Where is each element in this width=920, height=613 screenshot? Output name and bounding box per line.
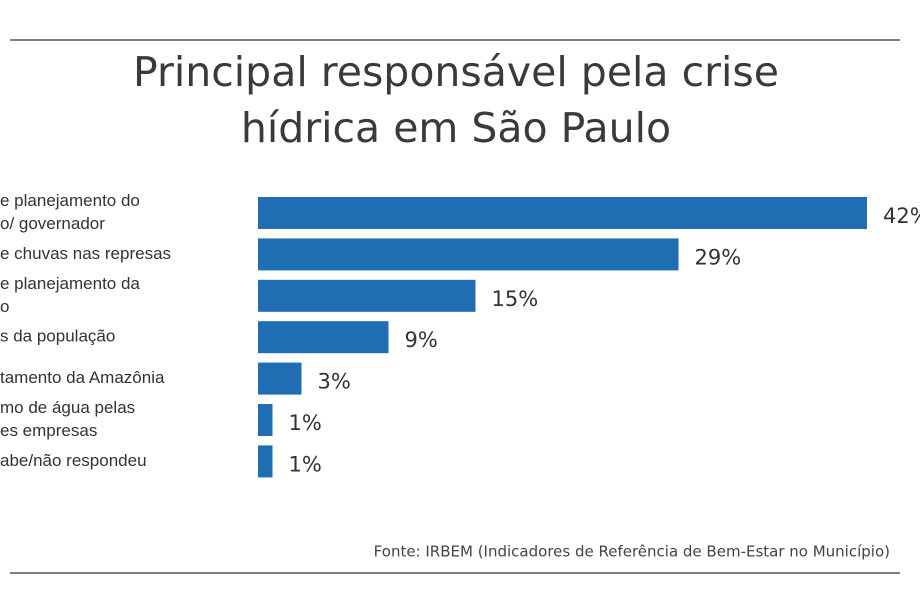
data-label: 1% <box>289 411 322 435</box>
y-tick-label: tamento da Amazônia <box>0 368 165 387</box>
bar <box>258 238 679 271</box>
chart-title: hídrica em São Paulo <box>241 104 671 152</box>
y-tick-label: mo de água pelas <box>0 398 135 417</box>
data-label: 9% <box>405 328 438 352</box>
bar <box>258 197 867 229</box>
y-tick-label: es empresas <box>0 421 97 440</box>
y-tick-label: e planejamento da <box>0 274 140 293</box>
y-tick-label: o <box>0 297 9 316</box>
chart-title: Principal responsável pela crise <box>133 48 779 96</box>
data-label: 15% <box>492 287 539 311</box>
y-tick-label: e chuvas nas represas <box>0 244 171 263</box>
bar <box>258 279 476 312</box>
data-label: 3% <box>318 370 351 394</box>
bar <box>258 404 273 436</box>
y-tick-label: o/ governador <box>0 214 105 233</box>
y-tick-label: e planejamento do <box>0 191 140 210</box>
bar <box>258 362 302 395</box>
bar <box>258 321 389 354</box>
data-label: 42% <box>883 204 920 228</box>
y-tick-label: abe/não respondeu <box>0 451 147 470</box>
y-tick-label: s da população <box>0 327 115 346</box>
data-label: 29% <box>695 245 742 269</box>
data-label: 1% <box>289 452 322 476</box>
bar <box>258 445 273 478</box>
source-note: Fonte: IRBEM (Indicadores de Referência … <box>374 543 890 561</box>
